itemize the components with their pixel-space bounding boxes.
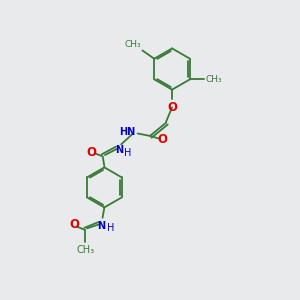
Text: CH₃: CH₃ [124,40,141,49]
Text: O: O [87,146,97,159]
Text: H: H [107,223,114,233]
Text: CH₃: CH₃ [206,75,223,84]
Text: HN: HN [119,127,135,137]
Text: H: H [124,148,132,158]
Text: O: O [69,218,79,231]
Text: CH₃: CH₃ [76,245,94,255]
Text: O: O [167,101,177,114]
Text: N: N [98,221,106,231]
Text: N: N [115,145,123,155]
Text: O: O [158,133,167,146]
